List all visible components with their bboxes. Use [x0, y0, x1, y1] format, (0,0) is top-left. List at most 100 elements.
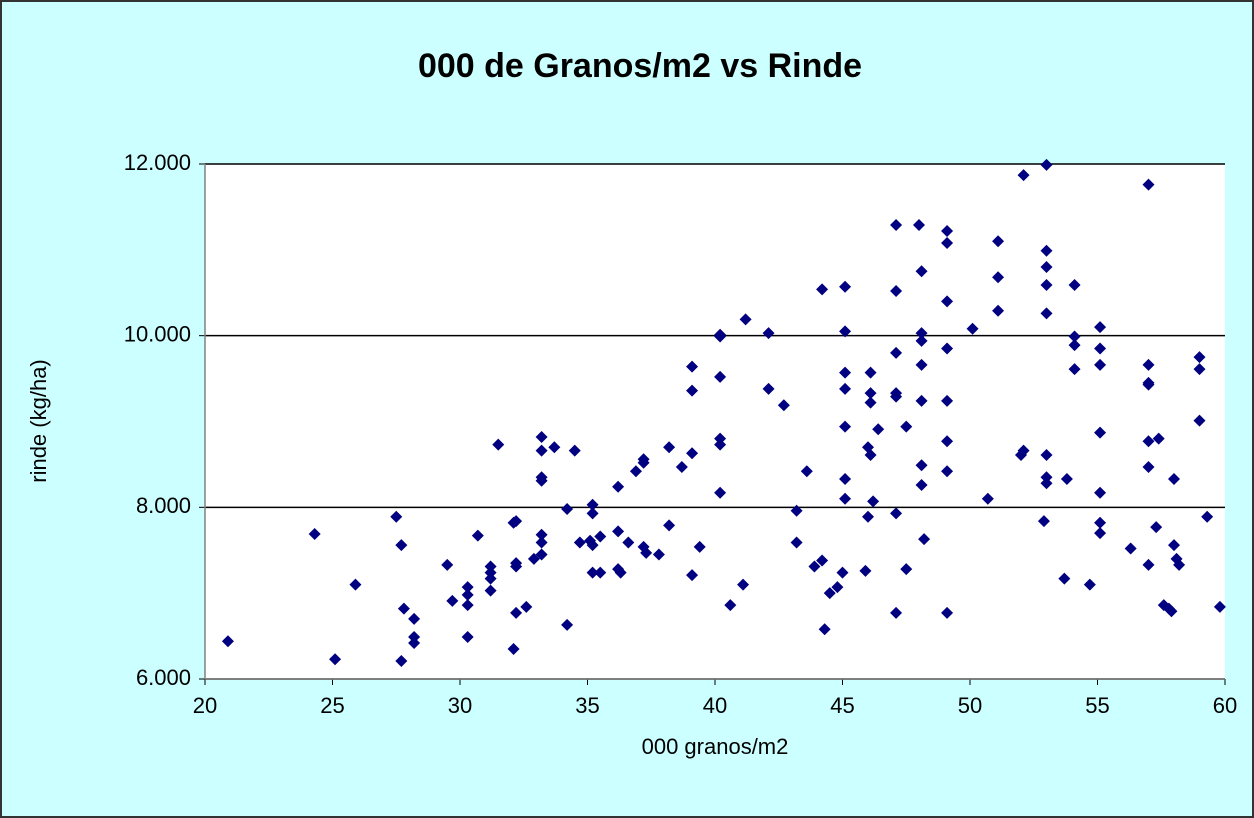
point [637, 456, 650, 469]
point [890, 285, 903, 298]
point [221, 635, 234, 648]
point [915, 265, 928, 278]
point [900, 420, 913, 433]
point [714, 438, 727, 451]
y-tick-label: 6.000 [136, 665, 191, 690]
point [693, 540, 706, 553]
point [1150, 521, 1163, 534]
point [1040, 307, 1053, 320]
point [663, 519, 676, 532]
point [1094, 426, 1107, 439]
point [484, 572, 497, 585]
x-tick-label: 30 [448, 693, 472, 718]
point [484, 566, 497, 579]
point [1124, 542, 1137, 555]
point [329, 653, 342, 666]
point [839, 382, 852, 395]
point [915, 479, 928, 492]
point [1165, 605, 1178, 618]
point [913, 218, 925, 231]
point [790, 536, 803, 549]
x-tick-label: 50 [958, 693, 982, 718]
point [872, 423, 885, 436]
point [395, 539, 408, 552]
point [397, 602, 410, 615]
point [839, 325, 852, 338]
point [1142, 378, 1155, 391]
point [737, 578, 750, 591]
point [890, 346, 903, 359]
point [808, 560, 821, 573]
point [1094, 321, 1107, 334]
y-axis-label: rinde (kg/ha) [26, 359, 51, 483]
point [461, 599, 474, 612]
point [839, 280, 852, 293]
point [918, 533, 931, 546]
y-tick-label: 10.000 [124, 321, 191, 346]
point [839, 420, 852, 433]
point [816, 554, 829, 567]
point [686, 384, 699, 397]
point [1017, 444, 1030, 457]
point [686, 360, 699, 373]
point [1040, 158, 1053, 171]
point [1173, 558, 1186, 571]
point [1094, 527, 1107, 540]
point [561, 503, 574, 516]
plot-area [205, 164, 1225, 679]
point [1142, 460, 1155, 473]
chart-title: 000 de Granos/m2 vs Rinde [418, 47, 862, 85]
point [535, 444, 548, 457]
point [586, 566, 599, 579]
x-tick-label: 55 [1085, 693, 1109, 718]
point [762, 382, 775, 395]
point [836, 566, 849, 579]
point [441, 558, 454, 571]
point [1068, 363, 1081, 376]
point [461, 630, 474, 643]
point [867, 495, 880, 508]
x-tick-label: 45 [830, 693, 854, 718]
point [1040, 477, 1053, 490]
point [622, 536, 635, 549]
point [966, 322, 979, 335]
point [941, 465, 954, 478]
point [941, 224, 954, 237]
point [510, 560, 523, 573]
point [864, 366, 877, 379]
point [652, 548, 665, 561]
point [471, 529, 484, 542]
point [686, 447, 699, 460]
x-tick-label: 60 [1213, 693, 1237, 718]
point [900, 563, 913, 576]
point [1193, 414, 1206, 427]
point [762, 327, 775, 340]
point [612, 525, 625, 538]
point [520, 600, 533, 613]
point [818, 623, 831, 636]
y-tick-label: 12.000 [124, 150, 191, 175]
point [831, 581, 844, 594]
point [1017, 169, 1030, 182]
point [981, 492, 994, 505]
point [1094, 342, 1107, 355]
point [1094, 516, 1107, 529]
point [714, 330, 727, 343]
y-tick-label: 8.000 [136, 493, 191, 518]
point [461, 581, 474, 594]
point [629, 465, 642, 478]
point [484, 560, 497, 573]
point [568, 444, 581, 457]
point [1213, 600, 1226, 613]
point [395, 654, 408, 667]
point [535, 528, 548, 541]
point [675, 460, 688, 473]
point [1068, 330, 1081, 343]
point [864, 396, 877, 409]
point [1040, 244, 1053, 257]
point [561, 618, 574, 631]
point [816, 283, 829, 296]
point [612, 480, 625, 493]
point [408, 612, 421, 625]
